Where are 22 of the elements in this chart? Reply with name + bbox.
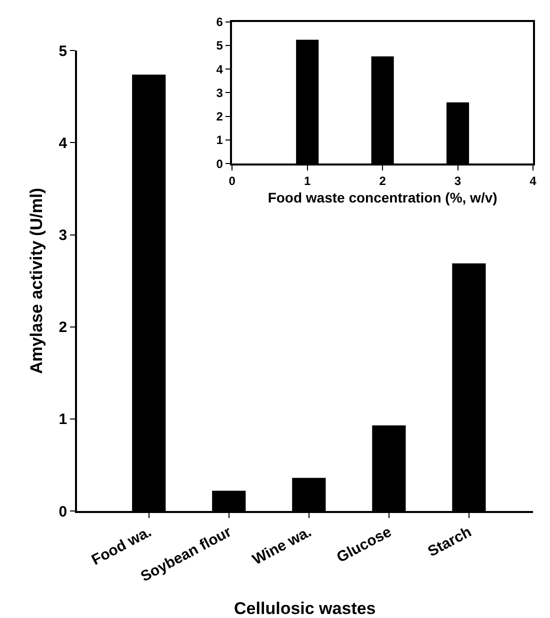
x-tick-label: 4 (530, 174, 537, 188)
y-axis-title: Amylase activity (U/ml) (26, 188, 46, 374)
y-tick-label: 4 (58, 134, 68, 152)
y-tick-label: 1 (216, 133, 224, 148)
x-tick-label: 2 (379, 174, 386, 188)
x-axis-title: Cellulosic wastes (234, 599, 376, 618)
y-tick-label: 5 (58, 42, 68, 60)
x-tick-label: 3 (454, 174, 462, 188)
y-tick-label: 2 (216, 110, 224, 124)
y-tick-label: 0 (58, 503, 68, 520)
y-tick-label: 2 (58, 319, 68, 336)
x-axis-title: Food waste concentration (%, w/v) (268, 190, 498, 206)
x-tick-label: 0 (228, 174, 236, 188)
y-tick-label: 1 (58, 411, 68, 428)
x-tick-label: Wine wa. (250, 523, 314, 569)
x-tick-label: 1 (304, 174, 312, 188)
y-tick-label: 6 (216, 15, 224, 30)
y-tick-label: 5 (216, 38, 224, 53)
y-tick-label: 4 (216, 62, 224, 76)
y-tick-label: 0 (216, 156, 224, 171)
y-tick-label: 3 (216, 86, 224, 100)
y-tick-label: 3 (58, 227, 68, 244)
